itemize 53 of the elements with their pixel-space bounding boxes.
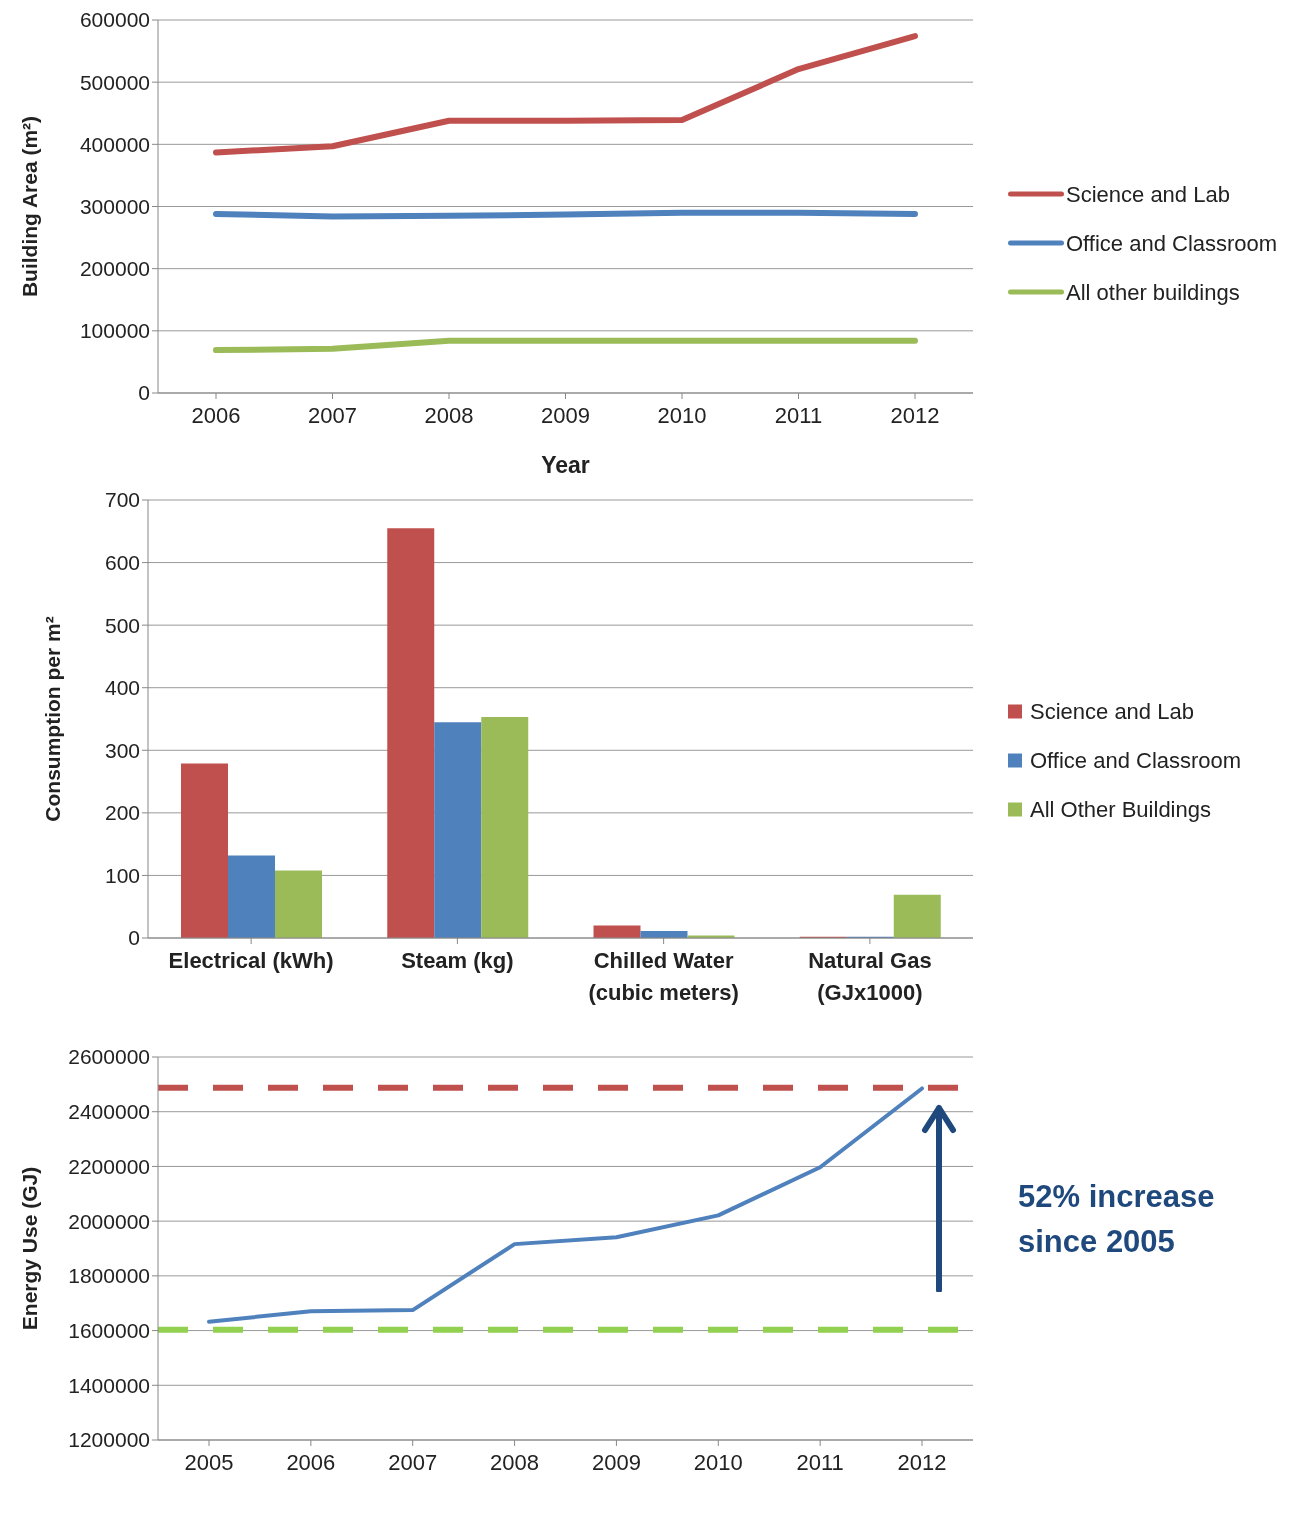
y-tick-label: 1400000 bbox=[68, 1373, 150, 1397]
y-tick-label: 0 bbox=[138, 381, 150, 405]
x-tick-label: Electrical (kWh) bbox=[168, 948, 334, 973]
legend-label: Office and Classroom bbox=[1066, 230, 1278, 256]
x-tick-label: 2008 bbox=[424, 403, 474, 428]
y-tick-label: 1600000 bbox=[68, 1319, 150, 1343]
x-tick-label: 2005 bbox=[184, 1450, 234, 1475]
y-tick-label: 200 bbox=[104, 801, 140, 825]
y-tick-label: 100000 bbox=[79, 319, 150, 343]
y-tick-label: 100 bbox=[104, 863, 140, 887]
x-tick-label: 2009 bbox=[591, 1450, 641, 1475]
x-tick-label: Chilled Water (cubic meters) bbox=[588, 948, 739, 1005]
x-tick-label: 2008 bbox=[490, 1450, 540, 1475]
x-tick-label: 2010 bbox=[657, 403, 707, 428]
legend-label: All Other Buildings bbox=[1030, 796, 1211, 823]
y-tick-label: 0 bbox=[128, 926, 140, 950]
x-tick-label: 2007 bbox=[388, 1450, 438, 1475]
x-tick-label: 2012 bbox=[897, 1450, 947, 1475]
y-tick-label: 2000000 bbox=[68, 1209, 150, 1233]
x-tick-label: Steam (kg) bbox=[401, 948, 514, 973]
y-tick-label: 400000 bbox=[79, 132, 150, 156]
legend-label: Office and Classroom bbox=[1030, 747, 1242, 774]
y-tick-label: 400 bbox=[104, 676, 140, 700]
y-tick-label: 300000 bbox=[79, 194, 150, 218]
y-tick-label: 600000 bbox=[79, 8, 150, 32]
y-tick-label: 200000 bbox=[79, 257, 150, 281]
legend-label: Science and Lab bbox=[1030, 698, 1194, 725]
x-tick-label: 2011 bbox=[774, 403, 823, 428]
y-axis-title: Energy Use (GJ) bbox=[18, 1166, 42, 1331]
y-tick-label: 500000 bbox=[79, 70, 150, 94]
y-tick-label: 300 bbox=[104, 738, 140, 762]
x-tick-label: 2012 bbox=[890, 403, 940, 428]
text: 52% increase since 2005 bbox=[1018, 1178, 1216, 1261]
legend-label: All other buildings bbox=[1066, 279, 1240, 305]
x-tick-label: 2006 bbox=[286, 1450, 336, 1475]
x-tick-label: Natural Gas (GJx1000) bbox=[808, 948, 932, 1005]
y-axis-title: Building Area (m²) bbox=[18, 115, 42, 298]
x-axis-title: Year bbox=[541, 452, 590, 478]
x-tick-label: 2011 bbox=[796, 1450, 844, 1475]
y-tick-label: 2400000 bbox=[68, 1100, 150, 1124]
x-tick-label: 2010 bbox=[693, 1450, 743, 1475]
y-tick-label: 700 bbox=[104, 488, 140, 512]
x-tick-label: 2006 bbox=[191, 403, 241, 428]
x-tick-label: 2007 bbox=[308, 403, 357, 428]
y-tick-label: 2600000 bbox=[68, 1045, 150, 1069]
legend-label: Science and Lab bbox=[1066, 181, 1230, 207]
y-tick-label: 600 bbox=[104, 551, 140, 575]
y-tick-label: 2200000 bbox=[68, 1154, 150, 1178]
y-tick-label: 1200000 bbox=[68, 1428, 150, 1452]
x-tick-label: 2009 bbox=[541, 403, 590, 428]
y-tick-label: 500 bbox=[104, 613, 140, 637]
y-tick-label: 1800000 bbox=[68, 1264, 150, 1288]
y-axis-title: Consumption per m² bbox=[41, 616, 65, 822]
